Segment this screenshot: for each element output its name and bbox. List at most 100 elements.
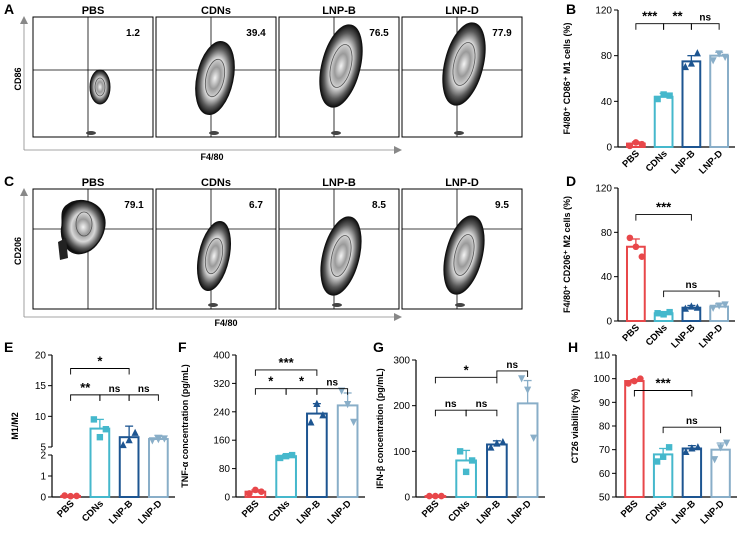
x-arrow-icon xyxy=(394,146,402,154)
y-tick-label: 120 xyxy=(595,184,612,195)
significance-label: *** xyxy=(279,355,295,370)
y-tick-label: 0 xyxy=(606,317,612,328)
flow-plot-title: PBS xyxy=(82,177,105,189)
y-axis-label: IFN-β concentration (pg/mL) xyxy=(375,368,385,489)
bar xyxy=(709,54,730,149)
y-axis-label: TNF-α concentration (pg/mL) xyxy=(180,364,190,488)
panel-letter: F xyxy=(178,339,187,355)
y-tick-label: 15 xyxy=(35,381,47,392)
category-label: CDNs xyxy=(80,498,106,524)
data-point xyxy=(131,428,139,436)
y-tick-label: 40 xyxy=(601,272,613,283)
significance-bracket xyxy=(635,214,692,221)
y-axis-label: F4/80⁺ CD206⁺ M2 cells (%) xyxy=(562,196,572,313)
data-point xyxy=(154,436,162,444)
data-point xyxy=(693,49,701,57)
flow-y-label-a: CD86 xyxy=(13,67,23,90)
significance-label: ** xyxy=(80,380,91,395)
data-point xyxy=(307,418,315,426)
flow-row-a: A CD86 F4/80 PBS 1.2 CDNs 39.4 xyxy=(4,1,523,162)
significance-bracket xyxy=(70,394,101,401)
data-point xyxy=(282,452,290,460)
data-point xyxy=(67,492,74,500)
y-tick-label: 200 xyxy=(393,401,410,412)
y-axis-label: M1/M2 xyxy=(10,412,20,440)
y-tick-label: 100 xyxy=(593,374,610,385)
x-arrow-icon xyxy=(394,313,402,321)
bar-chart-b: B F4/80⁺ CD86⁺ M1 cells (%) 0 40 80 120 PBS CDN… xyxy=(562,1,735,177)
significance-label: ns xyxy=(506,360,518,371)
significance-bracket xyxy=(465,409,498,417)
y-tick-label: 320 xyxy=(213,379,230,390)
category-label: PBS xyxy=(619,498,641,520)
y-tick-label: 1 xyxy=(40,472,46,483)
significance-bracket xyxy=(663,23,692,30)
data-point xyxy=(723,439,731,447)
category-label: CDNs xyxy=(644,322,670,348)
significance-label: ns xyxy=(138,384,150,395)
data-point xyxy=(258,488,265,495)
significance-label: * xyxy=(97,353,103,368)
gate-percentage: 8.5 xyxy=(372,200,386,211)
bar-chart-h: H CT26 viability (%) 50 60 70 80 90 100 110 PBS CD… xyxy=(568,339,737,527)
cell-population-contour xyxy=(442,22,486,106)
significance-bracket xyxy=(434,409,467,417)
bar xyxy=(455,459,477,499)
data-point xyxy=(681,62,689,71)
category-label: PBS xyxy=(55,498,77,520)
data-point xyxy=(350,418,358,426)
category-label: LNP-B xyxy=(107,498,135,526)
y-tick-label: 80 xyxy=(599,422,611,433)
data-point xyxy=(654,310,661,317)
data-point xyxy=(499,438,507,446)
cell-population-contour xyxy=(443,215,485,295)
category-label: LNP-B xyxy=(475,498,503,526)
data-point xyxy=(456,448,464,455)
y-tick-label: 110 xyxy=(594,351,610,362)
data-point xyxy=(666,308,673,316)
data-point xyxy=(319,411,327,419)
bar xyxy=(516,402,539,498)
data-point xyxy=(659,453,667,460)
bar xyxy=(624,380,645,498)
panel-letter: B xyxy=(566,1,576,17)
category-label: PBS xyxy=(620,322,642,344)
y-tick-label: 80 xyxy=(601,51,613,62)
panel-letter: D xyxy=(566,173,576,189)
data-point xyxy=(666,92,673,99)
y-tick-label: 10 xyxy=(35,412,47,423)
flow-plot-title: LNP-B xyxy=(322,5,356,17)
category-label: LNP-D xyxy=(697,148,725,176)
data-point xyxy=(715,50,723,58)
y-tick-label: 70 xyxy=(599,445,611,456)
y-tick-label: 240 xyxy=(213,407,230,418)
significance-label: * xyxy=(299,374,305,389)
significance-bracket xyxy=(496,370,529,377)
cell-population-contour xyxy=(319,24,363,108)
data-point xyxy=(276,454,284,462)
y-tick-label: 300 xyxy=(393,356,410,367)
data-point xyxy=(468,457,476,464)
data-point xyxy=(638,140,646,148)
data-point xyxy=(721,301,729,309)
data-point xyxy=(246,490,253,497)
data-point xyxy=(632,243,640,251)
bar xyxy=(275,455,297,498)
bar-chart-g: G IFN-β concentration (pg/mL) 0 100 200 300 PB… xyxy=(373,339,545,527)
y-tick-label: 100 xyxy=(393,447,410,458)
panel-letter: E xyxy=(4,339,13,355)
data-point xyxy=(632,139,640,146)
bar xyxy=(653,95,674,149)
y-arrow-icon xyxy=(20,16,28,24)
category-label: LNP-D xyxy=(697,322,725,350)
panel-letter: G xyxy=(373,339,384,355)
panel-letter-c: C xyxy=(4,173,14,189)
bar xyxy=(486,443,508,499)
y-tick-label: 40 xyxy=(601,97,613,108)
cell-population-contour xyxy=(320,216,362,296)
data-point xyxy=(654,95,661,103)
significance-bracket xyxy=(128,394,159,401)
y-tick-label: 0 xyxy=(404,493,410,504)
y-arrow-icon xyxy=(20,188,28,196)
